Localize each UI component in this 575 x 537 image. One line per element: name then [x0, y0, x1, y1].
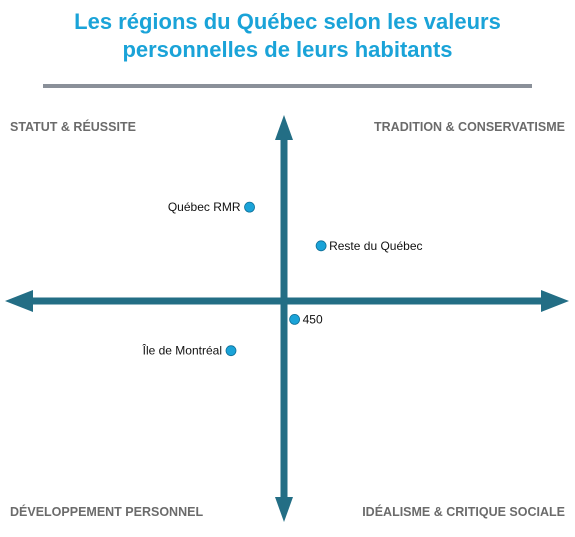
- quadrant-label-bottom-right: IDÉALISME & CRITIQUE SOCIALE: [362, 505, 565, 519]
- title-divider: [43, 84, 532, 88]
- data-point-label: Québec RMR: [168, 200, 241, 214]
- left-arrow-icon: [5, 290, 33, 312]
- data-point-label: Île de Montréal: [142, 343, 222, 358]
- chart-title: Les régions du Québec selon les valeurs …: [0, 8, 575, 64]
- data-point: [315, 240, 327, 252]
- data-point: [289, 313, 301, 325]
- chart-title-line-2: personnelles de leurs habitants: [122, 37, 453, 62]
- data-point: [225, 345, 237, 357]
- data-point: [244, 201, 255, 213]
- quadrant-label-bottom-left: DÉVELOPPEMENT PERSONNEL: [10, 505, 204, 519]
- quadrant-label-top-right: TRADITION & CONSERVATISME: [374, 120, 565, 134]
- axes: [5, 115, 569, 522]
- up-arrow-icon: [275, 115, 293, 140]
- data-point-label: 450: [303, 312, 323, 326]
- right-arrow-icon: [541, 290, 569, 312]
- chart-title-line-1: Les régions du Québec selon les valeurs: [74, 9, 501, 34]
- down-arrow-icon: [275, 497, 293, 522]
- quadrant-label-top-left: STATUT & RÉUSSITE: [10, 120, 136, 134]
- data-point-label: Reste du Québec: [329, 239, 422, 253]
- data-points: Québec RMR Reste du Québec 450 Île de Montr…: [142, 200, 423, 358]
